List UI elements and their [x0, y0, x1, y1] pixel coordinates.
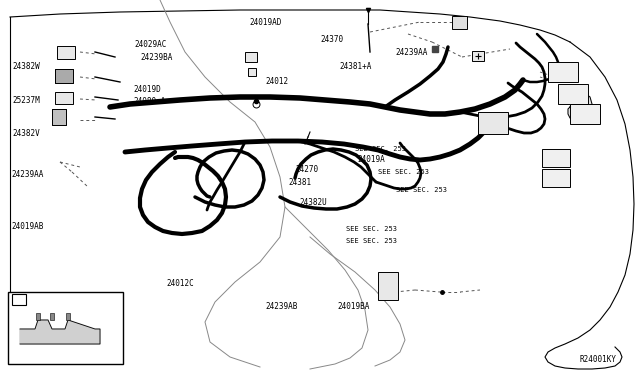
Text: 24381: 24381: [288, 178, 311, 187]
Text: 24019D: 24019D: [133, 85, 161, 94]
Text: 24270: 24270: [296, 165, 319, 174]
Bar: [52, 109, 66, 125]
Text: 24019A: 24019A: [357, 155, 385, 164]
Bar: [36, 313, 40, 320]
Text: SEE SEC. 253: SEE SEC. 253: [355, 146, 406, 152]
Text: R24001KY: R24001KY: [580, 356, 617, 365]
Text: 24239AA: 24239AA: [12, 170, 44, 179]
Text: 24029AC: 24029AC: [134, 40, 167, 49]
Bar: [452, 16, 467, 29]
Text: 24239BA: 24239BA: [141, 53, 173, 62]
Text: SEE SEC. 253: SEE SEC. 253: [396, 187, 447, 193]
Text: 25237M: 25237M: [13, 96, 40, 105]
Bar: [55, 92, 73, 104]
Bar: [50, 313, 54, 320]
Text: 24019AB: 24019AB: [12, 222, 44, 231]
Bar: [8, 292, 123, 364]
Text: 24370: 24370: [320, 35, 343, 44]
Bar: [570, 104, 600, 124]
Text: 24382W: 24382W: [13, 62, 40, 71]
Polygon shape: [20, 320, 100, 344]
Bar: [478, 112, 508, 134]
Bar: [57, 46, 75, 59]
Bar: [378, 272, 398, 300]
Bar: [245, 52, 257, 62]
Text: 24239AB: 24239AB: [266, 302, 298, 311]
Text: 24239AA: 24239AA: [396, 48, 428, 57]
Text: 24012C: 24012C: [166, 279, 194, 288]
Bar: [66, 313, 70, 320]
Text: 24381+A: 24381+A: [339, 62, 372, 71]
Text: 24019AD: 24019AD: [250, 18, 282, 27]
Bar: [248, 68, 256, 76]
Bar: [548, 62, 578, 82]
Polygon shape: [568, 94, 592, 122]
Text: 24019BA: 24019BA: [337, 302, 370, 311]
Bar: [472, 51, 484, 61]
Text: WITHOUT ICC: WITHOUT ICC: [30, 295, 81, 304]
Bar: [55, 69, 73, 83]
Text: 24080+A: 24080+A: [133, 97, 166, 106]
Text: SEE SEC. 253: SEE SEC. 253: [346, 238, 397, 244]
Text: 24382V: 24382V: [13, 129, 40, 138]
Text: 24012: 24012: [266, 77, 289, 86]
Text: SEE SEC. 253: SEE SEC. 253: [346, 226, 397, 232]
Bar: [542, 169, 570, 187]
Text: 24382U: 24382U: [300, 198, 327, 207]
Bar: [52, 109, 66, 125]
Bar: [55, 69, 73, 83]
Text: 24239AD: 24239AD: [42, 346, 74, 355]
Bar: [542, 149, 570, 167]
Bar: [12, 294, 26, 305]
Text: F: F: [16, 295, 22, 304]
Bar: [558, 84, 588, 104]
Text: SEE SEC. 253: SEE SEC. 253: [378, 169, 429, 175]
